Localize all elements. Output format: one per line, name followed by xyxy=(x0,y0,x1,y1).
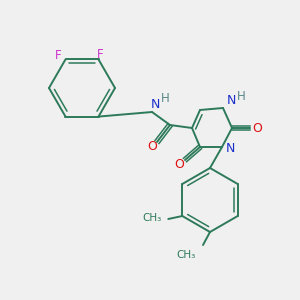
Text: H: H xyxy=(237,89,245,103)
Text: O: O xyxy=(174,158,184,172)
Text: H: H xyxy=(160,92,169,104)
Text: N: N xyxy=(225,142,235,154)
Text: N: N xyxy=(226,94,236,107)
Text: F: F xyxy=(97,48,104,61)
Text: CH₃: CH₃ xyxy=(177,250,196,260)
Text: O: O xyxy=(147,140,157,154)
Text: F: F xyxy=(55,49,62,62)
Text: O: O xyxy=(252,122,262,134)
Text: N: N xyxy=(150,98,160,112)
Text: CH₃: CH₃ xyxy=(142,213,161,223)
